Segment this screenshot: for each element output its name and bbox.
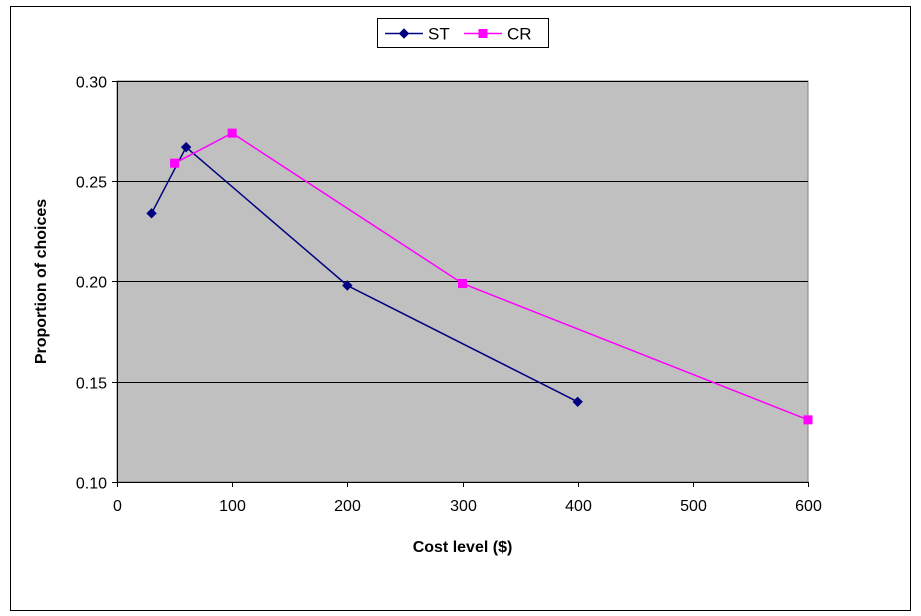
y-tick-label: 0.20 <box>76 275 107 292</box>
chart-frame: 0.10 0.15 0.20 0.25 0.30 0 100 200 300 400 500 600 … <box>10 6 911 611</box>
x-axis-title: Cost level ($) <box>413 539 513 556</box>
x-tick-label: 400 <box>565 498 592 515</box>
data-point-st <box>342 280 353 291</box>
data-point-cr <box>227 128 237 138</box>
series-layer <box>146 128 813 425</box>
legend-item-st: ST <box>385 25 450 44</box>
series-cr <box>170 128 813 425</box>
data-point-cr <box>170 158 180 168</box>
series-st <box>146 141 583 408</box>
data-point-st <box>572 396 583 408</box>
y-tick-label: 0.30 <box>76 75 107 92</box>
tick-labels: 0.10 0.15 0.20 0.25 0.30 0 100 200 300 400 500 600 <box>76 75 822 516</box>
data-point-st <box>146 208 157 219</box>
legend-marker-cr <box>478 29 488 38</box>
series-line-st <box>150 146 579 403</box>
x-tick-label: 300 <box>450 498 477 515</box>
y-axis-title: Proportion of choices <box>33 199 50 364</box>
y-tick-label: 0.25 <box>76 175 107 192</box>
line-chart: 0.100.150.200.250.300 100 200 300 400 500 600 … <box>33 18 822 556</box>
data-point-st <box>180 141 192 153</box>
y-tick-label: 0.15 <box>76 376 107 393</box>
data-point-cr <box>803 415 813 425</box>
series-line-cr <box>174 132 809 421</box>
y-tick-label: 0.10 <box>76 476 107 493</box>
data-point-cr <box>458 279 467 289</box>
legend-item-cr: CR <box>464 25 532 44</box>
x-tick-label: 0 <box>113 498 122 515</box>
x-tick-label: 100 <box>219 498 246 515</box>
x-tick-label: 600 <box>795 498 822 515</box>
x-tick-label: 200 <box>334 498 361 515</box>
legend-marker-st <box>398 28 410 39</box>
legend-label-st: ST <box>428 25 450 44</box>
legend-label-cr: CR <box>507 25 532 44</box>
legend: ST CR <box>377 18 549 48</box>
x-tick-label: 500 <box>680 498 707 515</box>
